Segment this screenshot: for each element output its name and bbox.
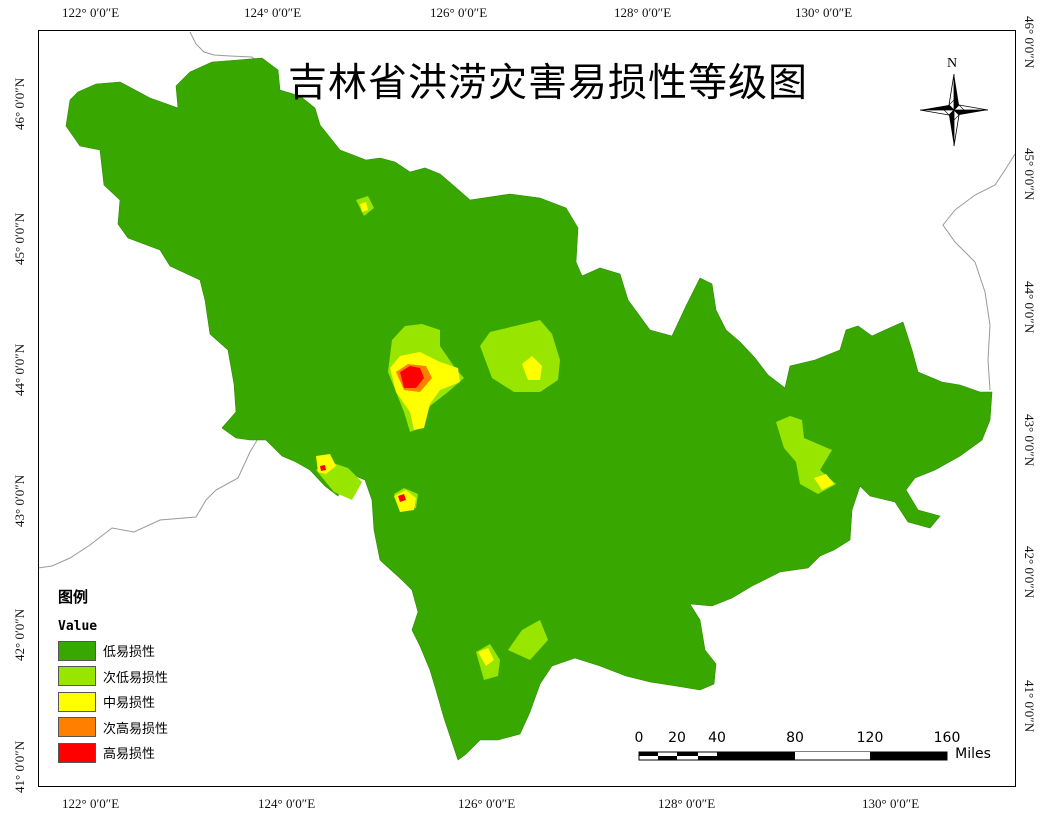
boundary-east (942, 153, 1016, 391)
legend-label: 高易损性 (103, 747, 156, 763)
legend-swatch (58, 640, 96, 661)
legend-label: 次低易损性 (103, 670, 169, 686)
bottom-lon-tick: 128° 0′0″E (658, 796, 716, 811)
legend-field: Value (58, 619, 98, 634)
legend-label: 低易损性 (103, 645, 156, 661)
top-lon-tick: 128° 0′0″E (614, 5, 672, 20)
north-label: N (947, 56, 958, 71)
left-lat-tick: 46° 0′0″N (12, 77, 27, 130)
scale-seg-1 (639, 752, 658, 756)
scale-label: 120 (856, 730, 884, 746)
scale-seg-6 (795, 752, 870, 756)
right-lat-tick: 42° 0′0″N (1022, 546, 1037, 599)
right-lat-tick: 43° 0′0″N (1022, 414, 1037, 467)
map-title: 吉林省洪涝灾害易损性等级图 (288, 61, 809, 106)
left-lat-tick: 43° 0′0″N (12, 474, 27, 527)
legend-item: 次高易损性 (58, 715, 258, 741)
legend-item: 次低易损性 (58, 664, 258, 690)
province-low-vulnerability (65, 57, 993, 761)
legend-label: 中易损性 (103, 696, 156, 712)
top-lon-tick: 126° 0′0″E (430, 5, 488, 20)
bottom-lon-tick: 126° 0′0″E (458, 796, 516, 811)
scale-label: 160 (933, 730, 961, 746)
scale-seg-3 (677, 752, 698, 756)
patch-liaoyuan-red (398, 494, 406, 502)
patch-tonghua-yellow (478, 648, 494, 666)
legend-item: 中易损性 (58, 689, 258, 715)
boundary-west-inner (37, 431, 263, 569)
legend-title: 图例 (58, 588, 89, 606)
map-frame (38, 30, 1016, 787)
top-lon-tick: 130° 0′0″E (795, 5, 853, 20)
right-lat-tick: 44° 0′0″N (1022, 281, 1037, 334)
legend-item: 高易损性 (58, 740, 258, 766)
right-lat-tick: 45° 0′0″N (1022, 148, 1037, 201)
top-lon-tick: 124° 0′0″E (244, 5, 302, 20)
patch-changchun-red (400, 366, 424, 388)
scale-bar (638, 751, 948, 761)
patch-jilin-yellow (522, 356, 542, 380)
legend-swatch (58, 666, 96, 687)
scale-seg-2 (658, 756, 677, 760)
left-lat-tick: 44° 0′0″N (12, 343, 27, 396)
scale-seg-4 (698, 756, 717, 760)
scale-label: 0 (634, 730, 644, 746)
left-lat-tick: 45° 0′0″N (12, 212, 27, 265)
scale-unit: Miles (955, 746, 991, 762)
right-lat-tick: 46° 0′0″N (1022, 16, 1037, 69)
legend: 图例 Value 低易损性 次低易损性 中易损性 次高易损性 高易损性 (58, 586, 258, 776)
legend-swatch (58, 691, 96, 712)
legend-label: 次高易损性 (103, 721, 169, 737)
legend-swatch (58, 717, 96, 738)
scale-label: 20 (668, 730, 686, 746)
scale-seg-5 (717, 752, 795, 760)
patch-yanji-yellow (814, 474, 834, 490)
scale-label: 80 (786, 730, 804, 746)
scale-label: 40 (708, 730, 726, 746)
bottom-lon-tick: 122° 0′0″E (62, 796, 120, 811)
patch-siping-red (320, 465, 326, 471)
scale-seg-7 (870, 752, 947, 760)
high-patches (320, 366, 424, 502)
top-lon-tick: 122° 0′0″E (62, 5, 120, 20)
bottom-lon-tick: 130° 0′0″E (862, 796, 920, 811)
left-lat-tick: 42° 0′0″N (12, 608, 27, 661)
patch-baishan (508, 620, 548, 660)
patch-songyuan-yellow (360, 202, 368, 212)
legend-item: 低易损性 (58, 638, 258, 664)
bottom-lon-tick: 124° 0′0″E (258, 796, 316, 811)
legend-swatch (58, 742, 96, 763)
left-lat-tick: 41° 0′0″N (12, 740, 27, 793)
patch-yanji (776, 416, 836, 494)
right-lat-tick: 41° 0′0″N (1022, 680, 1037, 733)
north-arrow-icon (919, 73, 989, 147)
